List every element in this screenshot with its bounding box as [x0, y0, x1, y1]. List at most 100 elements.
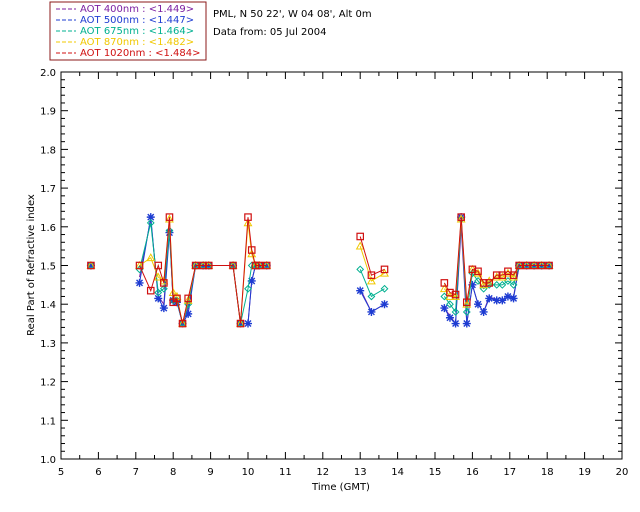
data-point [173, 294, 181, 303]
data-point [473, 268, 483, 277]
data-point [135, 278, 144, 287]
y-tick-label: 1.6 [40, 223, 56, 234]
data-point [498, 280, 507, 289]
x-tick-label: 8 [170, 467, 176, 478]
data-point [498, 296, 507, 305]
data-point [509, 272, 518, 281]
y-tick-label: 1.9 [40, 107, 56, 118]
x-tick-label: 16 [466, 467, 479, 478]
data-point [446, 300, 454, 309]
data-point [356, 232, 365, 241]
data-point [451, 319, 460, 328]
data-point [199, 261, 207, 270]
data-point [184, 309, 193, 318]
y-tick-label: 2.0 [40, 68, 56, 79]
legend-label: AOT 400nm : <1.449> [80, 4, 194, 15]
data-point [367, 271, 376, 279]
x-tick-label: 12 [316, 467, 329, 478]
data-point [229, 261, 237, 270]
data-point [153, 272, 163, 281]
data-point [159, 276, 169, 285]
x-tick-label: 14 [391, 467, 404, 478]
data-point [440, 304, 449, 313]
data-point [247, 246, 256, 254]
data-point [243, 218, 253, 227]
data-point [474, 300, 483, 309]
data-point [165, 213, 174, 221]
data-point [247, 276, 256, 285]
series-4 [87, 213, 553, 328]
data-point [498, 271, 507, 279]
data-point [159, 304, 168, 313]
data-point [146, 213, 155, 222]
data-point [485, 279, 494, 287]
data-point [380, 265, 389, 274]
data-point [204, 261, 213, 270]
data-point [462, 299, 472, 308]
x-tick-label: 9 [207, 467, 213, 478]
data-point [380, 300, 389, 309]
data-point [446, 288, 454, 297]
data-point [146, 219, 155, 227]
data-point [468, 280, 477, 289]
series-line [139, 219, 267, 324]
data-point [545, 261, 553, 270]
data-point [457, 213, 465, 221]
data-point [184, 294, 192, 303]
data-point [86, 261, 95, 270]
x-tick-label: 13 [354, 467, 367, 478]
y-tick-label: 1.0 [40, 455, 56, 466]
series-line [359, 236, 385, 276]
date-info-text: Data from: 05 Jul 2004 [213, 27, 326, 38]
y-tick-label: 1.7 [40, 184, 56, 195]
data-point [509, 294, 518, 303]
series-line [359, 245, 385, 282]
data-point [356, 265, 365, 274]
data-point [367, 307, 376, 316]
y-axis-title: Real Part of Refractive index [26, 194, 37, 336]
legend-label: AOT 675nm : <1.464> [80, 26, 194, 37]
series-layer [86, 213, 554, 328]
y-axis: 1.0 1.1 1.2 1.3 1.4 1.5 1.6 1.7 1.8 1.9 2.0 [40, 68, 622, 466]
series-line [359, 269, 385, 298]
data-point [440, 279, 449, 287]
x-tick-label: 7 [133, 467, 139, 478]
x-tick-label: 11 [279, 467, 292, 478]
series-line [139, 218, 267, 326]
series-0 [139, 218, 550, 326]
data-point [509, 271, 518, 279]
data-point [445, 313, 454, 322]
x-tick-label: 15 [429, 467, 442, 478]
data-point [146, 253, 156, 262]
data-point [366, 276, 376, 285]
data-point [537, 261, 546, 270]
data-point [236, 319, 245, 328]
x-axis-title: Time (GMT) [311, 482, 370, 493]
data-point [159, 284, 168, 293]
data-point [492, 271, 501, 279]
data-point [135, 261, 144, 270]
data-point [462, 308, 471, 316]
x-tick-label: 17 [503, 467, 516, 478]
series-line [443, 217, 550, 303]
y-tick-label: 1.8 [40, 145, 56, 156]
data-point [468, 265, 477, 274]
legend-label: AOT 500nm : <1.447> [80, 15, 194, 26]
y-tick-label: 1.4 [40, 300, 56, 311]
data-point [355, 241, 365, 250]
data-point [509, 280, 518, 289]
data-point [244, 213, 252, 221]
x-tick-label: 5 [58, 467, 64, 478]
data-point [154, 294, 163, 303]
x-tick-label: 20 [616, 467, 629, 478]
site-info-text: PML, N 50 22', W 04 08', Alt 0m [213, 9, 372, 20]
y-tick-label: 1.5 [40, 262, 56, 273]
data-point [244, 319, 252, 328]
data-point [530, 261, 538, 270]
data-point [165, 226, 174, 235]
x-tick-label: 18 [541, 467, 554, 478]
data-point [515, 261, 523, 270]
y-tick-label: 1.1 [40, 416, 56, 427]
series-line [359, 288, 385, 313]
data-point [462, 319, 471, 328]
